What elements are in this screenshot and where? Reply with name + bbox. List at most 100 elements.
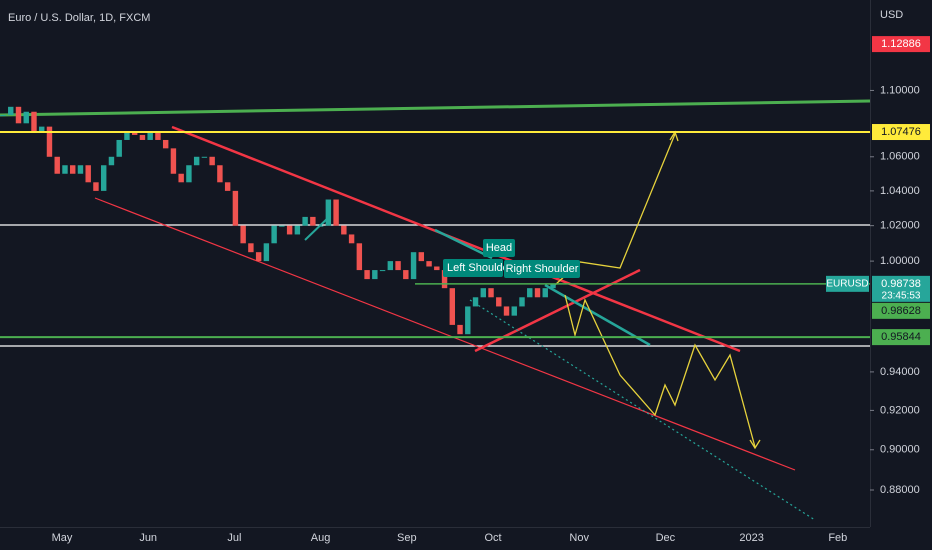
candle bbox=[139, 134, 146, 140]
candle bbox=[116, 139, 122, 157]
x-tick-label: Feb bbox=[828, 532, 847, 544]
price-tag-text: 1.12886 bbox=[881, 38, 921, 50]
candle bbox=[472, 297, 479, 307]
y-tick-label: 1.04000 bbox=[880, 185, 920, 197]
candle bbox=[147, 131, 153, 140]
candle bbox=[294, 225, 301, 235]
candle bbox=[364, 270, 370, 280]
chart-title: Euro / U.S. Dollar, 1D, FXCM bbox=[8, 12, 150, 24]
candle bbox=[271, 225, 277, 244]
candle bbox=[434, 266, 440, 271]
candle bbox=[317, 225, 324, 227]
candle bbox=[372, 270, 378, 280]
candle bbox=[527, 288, 533, 298]
candle bbox=[100, 165, 107, 191]
trend-line bbox=[544, 283, 651, 347]
candle bbox=[54, 156, 60, 174]
candle bbox=[186, 165, 192, 183]
candle bbox=[310, 216, 316, 226]
candle bbox=[325, 199, 332, 226]
candle bbox=[263, 243, 270, 262]
candle bbox=[286, 225, 293, 235]
x-tick-label: 2023 bbox=[739, 532, 763, 544]
candle bbox=[108, 156, 115, 166]
candle bbox=[550, 283, 556, 289]
candle bbox=[356, 243, 363, 271]
y-tick-label: 0.88000 bbox=[880, 484, 920, 496]
candle bbox=[403, 270, 409, 280]
candle bbox=[224, 182, 231, 191]
candle bbox=[131, 131, 138, 135]
candle bbox=[379, 270, 386, 272]
candle bbox=[426, 261, 432, 267]
price-tag bbox=[872, 124, 930, 141]
candle bbox=[441, 270, 448, 289]
candle bbox=[201, 156, 208, 158]
y-tick-label: 1.10000 bbox=[880, 84, 920, 96]
y-tick-label: 1.00000 bbox=[880, 255, 920, 267]
annotation-box bbox=[483, 239, 515, 257]
trend-line bbox=[469, 299, 816, 521]
candle bbox=[162, 139, 169, 149]
price-tag bbox=[872, 275, 930, 302]
x-tick-label: Sep bbox=[397, 532, 417, 544]
x-tick-label: Aug bbox=[311, 532, 331, 544]
candle bbox=[348, 234, 355, 244]
candle bbox=[240, 225, 246, 244]
candle bbox=[70, 165, 76, 174]
candle bbox=[77, 165, 84, 174]
projection-path bbox=[564, 294, 756, 448]
candle bbox=[511, 306, 517, 316]
candle bbox=[488, 288, 494, 298]
candle bbox=[465, 306, 471, 335]
trend-line bbox=[0, 99, 871, 117]
candle bbox=[217, 165, 223, 183]
candle bbox=[410, 252, 417, 280]
candle bbox=[23, 111, 29, 124]
annotation: Left Shoulder bbox=[443, 259, 513, 277]
candle bbox=[0, 115, 6, 117]
candle bbox=[248, 243, 254, 253]
y-tick-label: 0.90000 bbox=[880, 444, 920, 456]
price-tag-text: 0.95844 bbox=[881, 331, 921, 343]
trend-line bbox=[94, 197, 796, 471]
candle bbox=[46, 126, 53, 157]
candle bbox=[255, 252, 262, 262]
candle bbox=[457, 324, 463, 335]
countdown: 23:45:53 bbox=[882, 290, 921, 301]
price-tag-text: 0.98738 bbox=[881, 278, 921, 290]
y-tick-label: 0.94000 bbox=[880, 366, 920, 378]
candle bbox=[333, 199, 339, 226]
annotation-text: Right Shoulder bbox=[506, 263, 579, 275]
candle bbox=[302, 216, 308, 226]
candle bbox=[170, 148, 177, 174]
x-tick-label: Dec bbox=[656, 532, 676, 544]
trend-line bbox=[434, 228, 493, 260]
price-tag bbox=[872, 329, 930, 346]
candle bbox=[279, 225, 285, 227]
candle bbox=[8, 106, 14, 116]
y-tick-label: 0.92000 bbox=[880, 404, 920, 416]
annotation: Head bbox=[483, 239, 515, 257]
x-tick-label: Jul bbox=[227, 532, 241, 544]
candle bbox=[15, 106, 22, 124]
x-tick-label: Jun bbox=[139, 532, 157, 544]
candle bbox=[418, 252, 425, 262]
symbol-tag bbox=[826, 275, 869, 292]
annotation: Right Shoulder bbox=[504, 260, 580, 278]
arrow-head bbox=[749, 439, 761, 450]
candle bbox=[209, 156, 215, 166]
candle bbox=[496, 297, 502, 307]
candle bbox=[232, 190, 239, 226]
y-tick-label: 1.02000 bbox=[880, 220, 920, 232]
x-tick-label: Oct bbox=[484, 532, 501, 544]
x-tick-label: May bbox=[52, 532, 73, 544]
price-tag-text: 0.98628 bbox=[881, 305, 921, 317]
candle bbox=[31, 111, 37, 132]
candle bbox=[542, 288, 548, 298]
candle bbox=[341, 225, 347, 235]
annotation-box bbox=[504, 260, 580, 278]
price-tag-text: 1.07476 bbox=[881, 126, 921, 138]
candle bbox=[39, 126, 45, 132]
